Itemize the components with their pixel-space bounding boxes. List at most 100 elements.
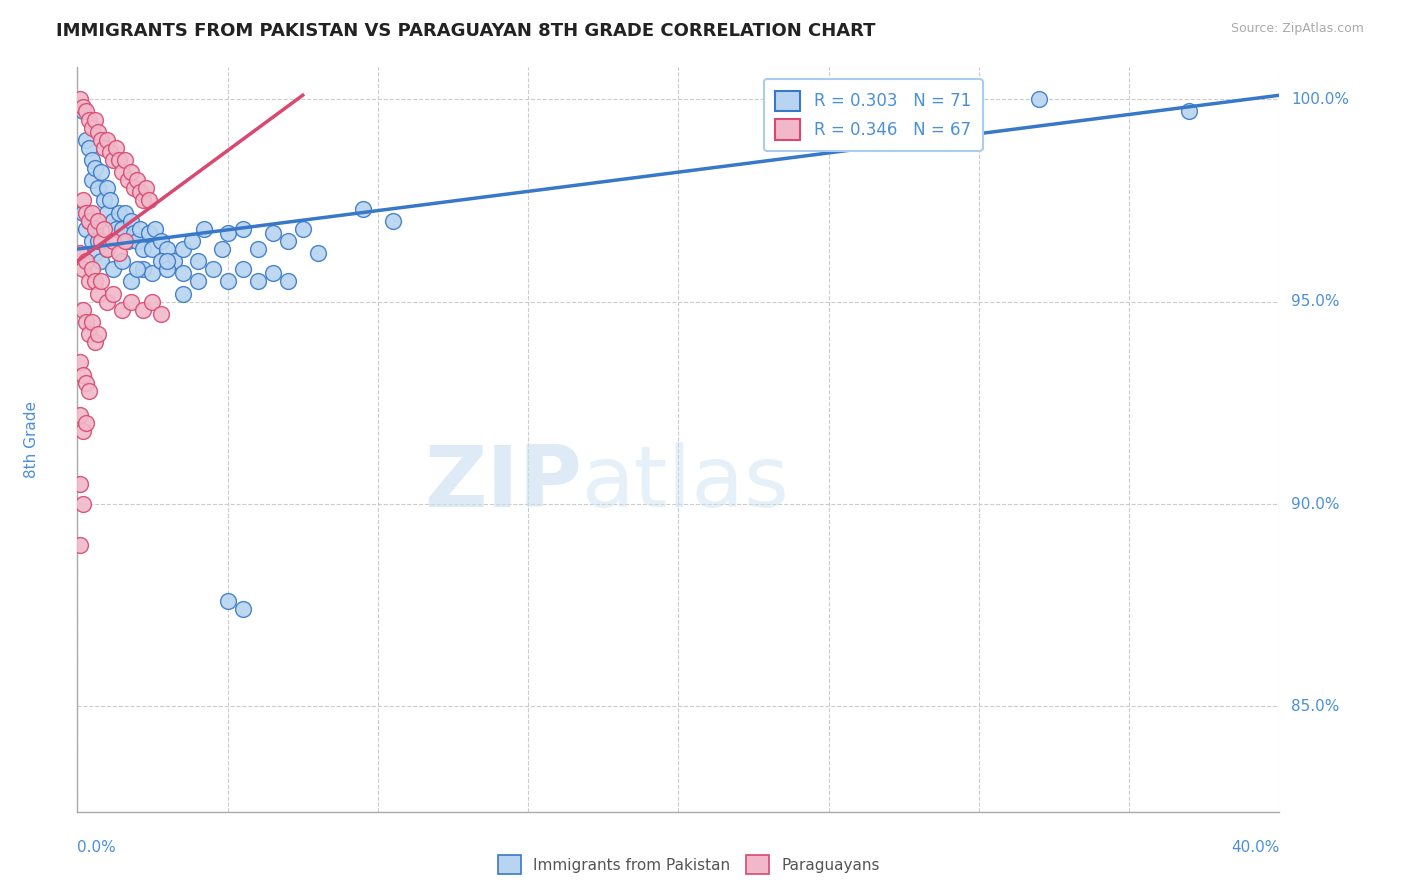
Point [150,234,173,248]
Point [93,194,115,208]
Point [217,226,239,240]
Point [201,262,224,277]
Point [124,181,146,195]
Point [72,100,94,114]
Point [381,213,404,227]
Point [87,234,110,248]
Text: Source: ZipAtlas.com: Source: ZipAtlas.com [1230,22,1364,36]
Point [72,104,94,119]
Point [232,262,254,277]
Point [79,327,101,342]
Text: 40.0%: 40.0% [1232,840,1279,855]
Point [96,205,118,219]
Point [69,92,91,106]
Point [79,112,101,127]
Point [217,275,239,289]
Point [84,335,107,350]
Point [93,141,115,155]
Point [100,145,122,159]
Point [103,153,125,167]
Point [79,213,101,227]
Point [75,104,97,119]
Point [156,262,179,277]
Point [1178,104,1201,119]
Text: atlas: atlas [582,442,790,525]
Point [145,222,167,236]
Text: 0.0%: 0.0% [77,840,117,855]
Point [277,275,299,289]
Point [96,242,118,256]
Point [111,254,134,268]
Point [93,222,115,236]
Point [132,194,155,208]
Point [79,141,101,155]
Point [84,275,107,289]
Point [114,153,136,167]
Point [172,242,194,256]
Point [72,194,94,208]
Point [217,594,239,608]
Point [138,194,160,208]
Point [114,234,136,248]
Point [96,133,118,147]
Point [291,222,314,236]
Legend: Immigrants from Pakistan, Paraguayans: Immigrants from Pakistan, Paraguayans [492,849,886,880]
Point [84,112,107,127]
Point [105,141,128,155]
Text: ZIP: ZIP [425,442,582,525]
Point [82,173,104,187]
Point [117,173,139,187]
Point [75,416,97,430]
Point [82,120,104,135]
Text: IMMIGRANTS FROM PAKISTAN VS PARAGUAYAN 8TH GRADE CORRELATION CHART: IMMIGRANTS FROM PAKISTAN VS PARAGUAYAN 8… [56,22,876,40]
Point [132,242,155,256]
Point [132,262,155,277]
Point [232,602,254,616]
Point [79,275,101,289]
Point [87,213,110,227]
Point [108,246,131,260]
Point [72,497,94,511]
Point [127,262,149,277]
Text: 100.0%: 100.0% [1292,92,1350,107]
Point [96,294,118,309]
Point [172,286,194,301]
Point [150,254,173,268]
Point [84,222,107,236]
Point [232,222,254,236]
Point [87,327,110,342]
Point [79,384,101,398]
Point [211,242,233,256]
Point [103,262,125,277]
Point [87,181,110,195]
Point [120,275,142,289]
Point [186,254,209,268]
Point [75,222,97,236]
Point [108,205,131,219]
Text: 85.0%: 85.0% [1292,699,1340,714]
Point [246,242,269,256]
Point [156,242,179,256]
Point [72,368,94,382]
Point [90,234,112,248]
Point [138,226,160,240]
Point [82,153,104,167]
Point [180,234,202,248]
Legend: R = 0.303   N = 71, R = 0.346   N = 67: R = 0.303 N = 71, R = 0.346 N = 67 [763,79,983,152]
Point [84,161,107,175]
Text: 8th Grade: 8th Grade [24,401,39,478]
Point [75,205,97,219]
Point [156,254,179,268]
Point [114,205,136,219]
Point [72,205,94,219]
Point [103,234,125,248]
Point [307,246,329,260]
Point [82,234,104,248]
Point [117,234,139,248]
Point [82,205,104,219]
Point [111,165,134,179]
Point [72,262,94,277]
Point [108,153,131,167]
Point [135,181,157,195]
Point [120,213,142,227]
